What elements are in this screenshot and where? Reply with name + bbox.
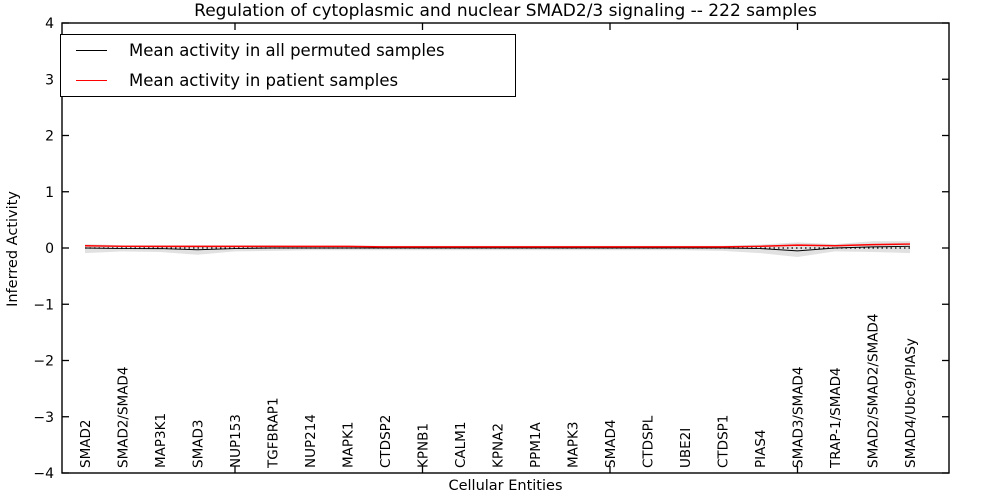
y-tick-label: −1 <box>33 297 54 313</box>
x-entity-label: SMAD4/Ubc9/PIASy <box>903 338 919 468</box>
x-entity-label: SMAD2 <box>78 420 94 468</box>
x-entity-label: UBE2I <box>678 428 694 468</box>
y-tick-label: −2 <box>33 354 54 370</box>
x-entity-label: NUP153 <box>228 414 244 468</box>
x-entity-label: KPNA2 <box>491 423 507 468</box>
y-tick-label: 1 <box>45 185 54 201</box>
x-entity-label: MAP3K1 <box>153 413 169 468</box>
x-entity-label: SMAD4 <box>603 420 619 468</box>
x-axis-label: Cellular Entities <box>448 478 563 494</box>
legend-entry-permuted: Mean activity in all permuted samples <box>61 37 515 65</box>
x-entity-label: PPM1A <box>528 421 544 468</box>
x-entity-label: TGFBRAP1 <box>266 397 282 469</box>
x-entity-label: CTDSP2 <box>378 415 394 468</box>
x-entity-label: NUP214 <box>303 414 319 468</box>
x-entity-label: SMAD3 <box>191 420 207 468</box>
y-tick-label: 0 <box>45 241 54 257</box>
x-entity-label: KPNB1 <box>416 423 432 468</box>
x-entity-label: MAPK1 <box>341 422 357 468</box>
y-tick-label: 2 <box>45 129 54 145</box>
patient-mean-line <box>84 243 911 248</box>
y-tick-label: 3 <box>45 72 54 88</box>
y-axis-label: Inferred Activity <box>5 191 21 307</box>
legend-entry-patient: Mean activity in patient samples <box>61 66 515 94</box>
legend-label-patient: Mean activity in patient samples <box>129 70 399 90</box>
y-tick-label: 4 <box>45 16 54 32</box>
confidence-band <box>85 241 910 257</box>
x-entity-label: SMAD2/SMAD4 <box>116 367 132 468</box>
x-entity-label: SMAD3/SMAD4 <box>791 367 807 468</box>
chart-title: Regulation of cytoplasmic and nuclear SM… <box>194 1 817 21</box>
patient-line-sample-icon <box>76 79 107 81</box>
y-tick-label: −4 <box>33 466 54 482</box>
x-entity-label: SMAD2/SMAD2/SMAD4 <box>866 314 882 468</box>
x-entity-label: MAPK3 <box>566 422 582 468</box>
permuted-mean-line <box>84 245 911 252</box>
x-entity-label: CALM1 <box>453 422 469 468</box>
y-tick-label: −3 <box>33 410 54 426</box>
x-entity-label: TRAP-1/SMAD4 <box>828 367 844 469</box>
legend: Mean activity in all permuted samples Me… <box>60 34 516 97</box>
legend-label-permuted: Mean activity in all permuted samples <box>129 41 445 61</box>
permuted-line-sample-icon <box>76 50 107 52</box>
x-entity-label: PIAS4 <box>753 429 769 468</box>
x-entity-label: CTDSP1 <box>716 415 732 468</box>
x-entity-label: CTDSPL <box>641 415 657 468</box>
